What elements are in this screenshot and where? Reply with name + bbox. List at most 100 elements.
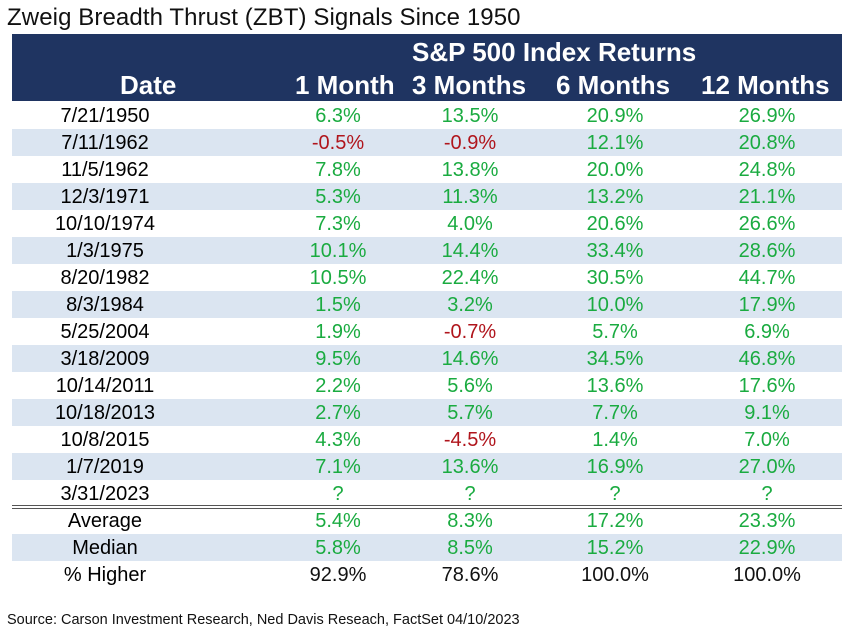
row-return-cell: 26.9% xyxy=(738,105,796,127)
row-date: 7/21/1950 xyxy=(60,105,150,127)
row-return-cell: 13.2% xyxy=(586,186,644,208)
row-return-cell: 44.7% xyxy=(738,267,796,289)
row-return-cell: 10.0% xyxy=(586,294,644,316)
row-date: 10/14/2011 xyxy=(55,375,155,397)
table-header: S&P 500 Index Returns Date 1 Month 3 Mon… xyxy=(12,34,842,101)
row-date: 12/3/1971 xyxy=(60,186,150,208)
summary-value-cell: 78.6% xyxy=(441,564,499,586)
row-return-cell: -0.9% xyxy=(443,132,497,154)
row-return-cell: ? xyxy=(761,483,773,505)
header-3-months: 3 Months xyxy=(412,70,527,100)
header-1-month: 1 Month xyxy=(295,70,395,100)
row-return-cell: 12.1% xyxy=(586,132,644,154)
table-row: 3/31/2023???? xyxy=(12,480,842,507)
row-return-cell: 20.8% xyxy=(738,132,796,154)
row-return-cell: 5.3% xyxy=(315,186,361,208)
row-date: 5/25/2004 xyxy=(60,321,150,343)
row-return-cell: ? xyxy=(332,483,344,505)
row-return-cell: 28.6% xyxy=(738,240,796,262)
table-row: 12/3/1971 5.3% 11.3% 13.2% 21.1% xyxy=(12,183,842,210)
row-return-cell: 34.5% xyxy=(586,348,644,370)
table-row: 1/7/2019 7.1% 13.6% 16.9% 27.0% xyxy=(12,453,842,480)
row-return-cell: 5.7% xyxy=(447,402,493,424)
row-return-cell: 13.6% xyxy=(441,456,499,478)
table-row: 5/25/2004 1.9% -0.7% 5.7% 6.9% xyxy=(12,318,842,345)
row-return-cell: 27.0% xyxy=(738,456,796,478)
header-12-months: 12 Months xyxy=(701,70,830,100)
row-return-cell: 22.4% xyxy=(441,267,499,289)
summary-value-cell: 92.9% xyxy=(309,564,367,586)
summary-row: Median 5.8% 8.5% 15.2% 22.9% xyxy=(12,534,842,561)
row-return-cell: 7.8% xyxy=(315,159,361,181)
summary-value-cell: 23.3% xyxy=(738,510,796,532)
row-date: 3/18/2009 xyxy=(60,348,150,370)
row-return-cell: 33.4% xyxy=(586,240,644,262)
row-return-cell: 26.6% xyxy=(738,213,796,235)
row-return-cell: 2.2% xyxy=(315,375,361,397)
row-date: 7/11/1962 xyxy=(61,132,149,154)
table-row: 10/14/2011 2.2% 5.6% 13.6% 17.6% xyxy=(12,372,842,399)
row-date: 8/3/1984 xyxy=(66,294,144,316)
row-return-cell: 7.1% xyxy=(315,456,361,478)
row-return-cell: 11.3% xyxy=(442,186,498,208)
header-group-label: S&P 500 Index Returns xyxy=(412,37,697,67)
row-return-cell: 20.0% xyxy=(586,159,644,181)
summary-value-cell: 5.8% xyxy=(315,537,361,559)
row-return-cell: 4.0% xyxy=(447,213,493,235)
table-row: 8/20/1982 10.5% 22.4% 30.5% 44.7% xyxy=(12,264,842,291)
row-return-cell: 20.9% xyxy=(586,105,644,127)
summary-value-cell: 8.5% xyxy=(447,537,493,559)
row-return-cell: 17.9% xyxy=(738,294,796,316)
row-return-cell: 7.7% xyxy=(592,402,638,424)
summary-value-cell: 5.4% xyxy=(315,510,361,532)
summary-row: % Higher 92.9% 78.6% 100.0% 100.0% xyxy=(12,561,842,588)
row-date: 11/5/1962 xyxy=(61,159,149,181)
summary-value-cell: 15.2% xyxy=(586,537,644,559)
row-date: 8/20/1982 xyxy=(60,267,150,289)
row-return-cell: 46.8% xyxy=(738,348,796,370)
row-return-cell: 16.9% xyxy=(586,456,644,478)
row-return-cell: 4.3% xyxy=(315,429,361,451)
row-return-cell: ? xyxy=(609,483,621,505)
row-return-cell: 3.2% xyxy=(447,294,493,316)
row-return-cell: 7.3% xyxy=(315,213,361,235)
row-return-cell: 6.3% xyxy=(315,105,361,127)
table-row: 11/5/1962 7.8% 13.8% 20.0% 24.8% xyxy=(12,156,842,183)
row-date: 10/8/2015 xyxy=(60,429,150,451)
row-return-cell: 21.1% xyxy=(738,186,796,208)
row-return-cell: 7.0% xyxy=(744,429,790,451)
summary-label: Average xyxy=(67,510,143,532)
summary-value-cell: 8.3% xyxy=(447,510,493,532)
row-return-cell: 9.1% xyxy=(744,402,790,424)
row-return-cell: 14.4% xyxy=(441,240,499,262)
row-return-cell: 30.5% xyxy=(586,267,644,289)
table-row: 10/18/2013 2.7% 5.7% 7.7% 9.1% xyxy=(12,399,842,426)
row-return-cell: 5.7% xyxy=(592,321,638,343)
summary-value-cell: 17.2% xyxy=(586,510,644,532)
row-return-cell: -0.7% xyxy=(443,321,497,343)
row-date: 1/3/1975 xyxy=(66,240,144,262)
row-date: 10/18/2013 xyxy=(54,402,156,424)
header-date: Date xyxy=(120,70,177,100)
row-return-cell: 13.6% xyxy=(586,375,644,397)
table-row: 3/18/2009 9.5% 14.6% 34.5% 46.8% xyxy=(12,345,842,372)
row-return-cell: 2.7% xyxy=(315,402,361,424)
summary-value-cell: 22.9% xyxy=(738,537,796,559)
row-date: 10/10/1974 xyxy=(54,213,156,235)
summary-value-cell: 100.0% xyxy=(581,564,649,586)
row-return-cell: 5.6% xyxy=(447,375,493,397)
table-row: 1/3/1975 10.1% 14.4% 33.4% 28.6% xyxy=(12,237,842,264)
row-return-cell: 10.1% xyxy=(309,240,367,262)
summary-label: Median xyxy=(72,537,138,559)
row-return-cell: 20.6% xyxy=(586,213,644,235)
summary-value-cell: 100.0% xyxy=(733,564,801,586)
header-6-months: 6 Months xyxy=(556,70,671,100)
table-row: 10/10/1974 7.3% 4.0% 20.6% 26.6% xyxy=(12,210,842,237)
summary-label: % Higher xyxy=(63,564,147,586)
row-return-cell: 1.9% xyxy=(315,321,361,343)
row-return-cell: 17.6% xyxy=(738,375,796,397)
table-row: 7/21/1950 6.3% 13.5% 20.9% 26.9% xyxy=(12,102,842,129)
row-return-cell: -0.5% xyxy=(311,132,365,154)
summary-divider xyxy=(12,505,842,509)
row-date: 1/7/2019 xyxy=(66,456,144,478)
